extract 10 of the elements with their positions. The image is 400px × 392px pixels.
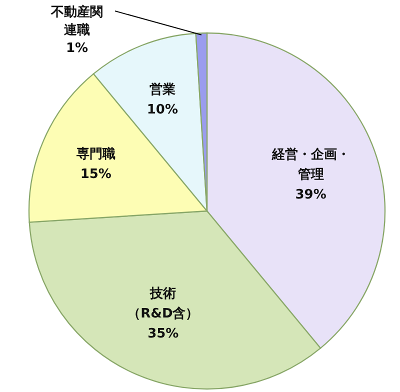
data-label: 1% bbox=[66, 41, 88, 56]
slice-label: 不動産関連職 bbox=[50, 4, 103, 38]
data-label: 15% bbox=[80, 166, 112, 182]
data-label: 39% bbox=[295, 188, 326, 203]
slice-label: 専門職 bbox=[75, 146, 116, 162]
slice-label: 経営・企画・管理 bbox=[270, 146, 350, 183]
data-label: 35% bbox=[148, 326, 179, 342]
slice-label: 営業 bbox=[149, 81, 176, 98]
slice-label: 技術（R&D含） bbox=[128, 286, 199, 322]
data-label: 10% bbox=[146, 102, 178, 118]
